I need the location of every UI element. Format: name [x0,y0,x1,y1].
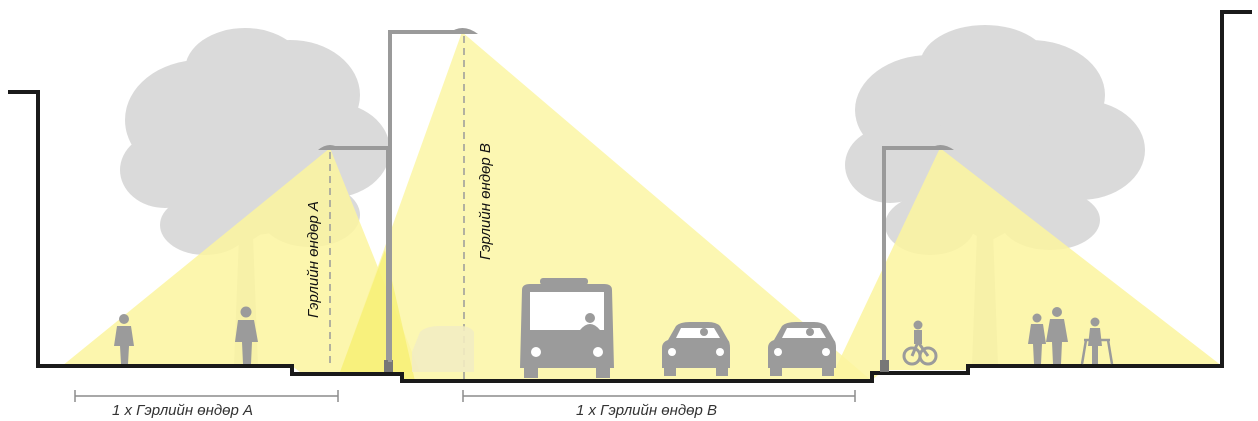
car-outline-icon [412,326,474,372]
car-icon [662,322,730,376]
dimension-line-b [462,390,856,402]
light-cone-overlap [340,250,415,381]
span-label-b: 1 x Гэрлийн өндөр B [576,402,717,419]
bus-icon [520,278,614,378]
pedestrian-icon [114,314,134,364]
light-cone-b [340,32,872,381]
pedestrian-icon [235,306,258,364]
walker-frame-icon [1080,338,1114,365]
dimension-line-a [74,390,339,402]
light-cones [62,32,1222,381]
pole-c [880,145,954,372]
ground-profile [8,10,1252,383]
pedestrian-group-icon [1028,307,1102,364]
light-cone-c [830,148,1222,380]
height-label-a: Гэрлийн өндөр A [305,201,322,318]
span-label-a: 1 x Гэрлийн өндөр A [112,402,253,419]
car-icon [768,322,836,376]
height-label-b: Гэрлийн өндөр B [477,143,494,260]
pole-b [388,28,478,362]
cyclist-icon [902,320,938,366]
